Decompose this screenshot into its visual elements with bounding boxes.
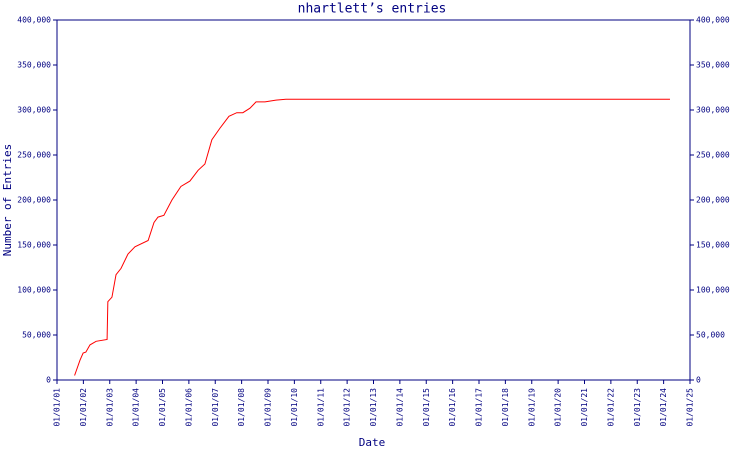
x-tick-label: 01/01/09 xyxy=(264,388,273,427)
x-tick-label: 01/01/03 xyxy=(105,388,114,427)
y-tick-label: 150,000 xyxy=(17,241,51,250)
x-tick-label: 01/01/18 xyxy=(501,388,510,427)
y2-tick-label: 150,000 xyxy=(696,241,730,250)
x-tick-label: 01/01/14 xyxy=(395,388,404,427)
x-tick-label: 01/01/22 xyxy=(606,388,615,427)
y2-tick-label: 400,000 xyxy=(696,16,730,25)
x-tick-label: 01/01/16 xyxy=(448,388,457,427)
y-tick-label: 250,000 xyxy=(17,151,51,160)
y2-tick-label: 250,000 xyxy=(696,151,730,160)
y-tick-label: 50,000 xyxy=(22,331,51,340)
x-tick-label: 01/01/19 xyxy=(527,388,536,427)
y-tick-label: 200,000 xyxy=(17,196,51,205)
y-tick-label: 350,000 xyxy=(17,61,51,70)
x-tick-label: 01/01/12 xyxy=(343,388,352,427)
x-tick-label: 01/01/23 xyxy=(633,388,642,427)
x-tick-label: 01/01/24 xyxy=(659,388,668,427)
y-tick-label: 100,000 xyxy=(17,286,51,295)
y-tick-label: 0 xyxy=(46,376,51,385)
x-tick-label: 01/01/01 xyxy=(53,388,62,427)
y-tick-label: 400,000 xyxy=(17,16,51,25)
data-line xyxy=(74,98,670,376)
x-tick-label: 01/01/10 xyxy=(290,388,299,427)
y2-tick-label: 350,000 xyxy=(696,61,730,70)
y2-tick-label: 100,000 xyxy=(696,286,730,295)
plot-frame xyxy=(56,19,691,381)
y2-tick-label: 300,000 xyxy=(696,106,730,115)
x-tick-label: 01/01/08 xyxy=(237,388,246,427)
x-tick-label: 01/01/06 xyxy=(184,388,193,427)
x-tick-label: 01/01/02 xyxy=(79,388,88,427)
x-tick-label: 01/01/17 xyxy=(475,388,484,427)
x-tick-label: 01/01/13 xyxy=(369,388,378,427)
x-tick-label: 01/01/05 xyxy=(158,388,167,427)
x-tick-label: 01/01/21 xyxy=(580,388,589,427)
x-tick-label: 01/01/04 xyxy=(132,388,141,427)
x-tick-label: 01/01/15 xyxy=(422,388,431,427)
chart-title: nhartlett’s entries xyxy=(298,2,447,17)
x-axis-label: Date xyxy=(359,436,386,449)
x-tick-label: 01/01/07 xyxy=(211,388,220,427)
x-tick-label: 01/01/20 xyxy=(554,388,563,427)
x-tick-label: 01/01/25 xyxy=(686,388,695,427)
y2-tick-label: 50,000 xyxy=(696,331,725,340)
y2-tick-label: 200,000 xyxy=(696,196,730,205)
y-axis-label: Number of Entries xyxy=(1,144,14,257)
y-tick-label: 300,000 xyxy=(17,106,51,115)
x-tick-label: 01/01/11 xyxy=(316,388,325,427)
y2-tick-label: 0 xyxy=(696,376,701,385)
